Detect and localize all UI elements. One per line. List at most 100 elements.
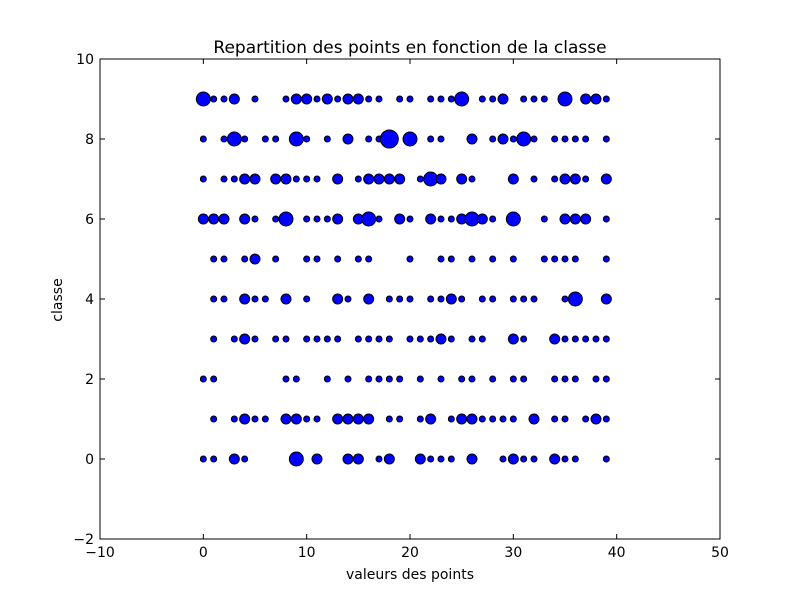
data-point [416,375,424,383]
data-point [551,415,559,423]
data-point [375,95,383,103]
data-point [561,295,569,303]
data-point [509,135,517,143]
data-point [567,291,583,307]
data-point [334,335,342,343]
data-point [561,455,569,463]
y-tick-label: 4 [85,292,94,308]
data-point [571,335,579,343]
data-point [385,415,393,423]
data-point [559,173,571,185]
data-point [466,453,478,465]
data-point [580,93,592,105]
data-point [416,175,424,183]
data-point [561,135,569,143]
data-point [571,375,579,383]
data-point [303,135,311,143]
data-point [528,413,540,425]
data-point [323,375,331,383]
data-point [220,295,228,303]
y-tick-label: 0 [85,452,94,468]
data-point [478,415,486,423]
data-point [272,215,280,223]
data-point [406,295,414,303]
data-point [416,335,424,343]
x-tick-label: 40 [608,545,626,561]
data-point [549,453,561,465]
data-points [195,91,612,467]
data-point [571,135,579,143]
data-point [354,175,362,183]
x-axis-label: valeurs des points [346,567,474,583]
data-point [303,175,311,183]
data-point [427,135,435,143]
data-point [499,455,507,463]
data-point [251,415,259,423]
axis-ticks: −10 0 10 20 30 40 50 −2 0 2 4 6 8 10 [73,52,729,561]
data-point [239,293,251,305]
data-point [468,175,476,183]
data-point [396,375,404,383]
data-point [458,375,466,383]
data-point [497,93,509,105]
data-point [582,135,590,143]
data-point [375,455,383,463]
data-point [468,255,476,263]
data-point [282,375,290,383]
data-point [447,215,455,223]
data-point [210,295,218,303]
data-point [592,375,600,383]
data-point [251,95,259,103]
data-point [290,413,302,425]
data-point [427,295,435,303]
data-point [559,213,571,225]
data-point [363,413,375,425]
data-point [602,215,610,223]
data-point [571,455,579,463]
data-point [425,413,437,425]
data-point [239,413,251,425]
data-point [261,295,269,303]
data-point [282,95,290,103]
data-point [195,91,211,107]
data-point [402,131,418,147]
x-tick-label: −10 [85,545,115,561]
data-point [249,173,261,185]
data-point [288,451,304,467]
data-point [509,295,517,303]
data-point [582,415,590,423]
data-point [226,131,242,147]
data-point [466,133,478,145]
data-point [571,255,579,263]
data-point [292,375,300,383]
data-point [208,213,220,225]
data-point [468,335,476,343]
data-point [602,375,610,383]
data-point [396,95,404,103]
data-point [435,333,447,345]
data-point [427,95,435,103]
data-point [313,95,321,103]
data-point [507,333,519,345]
data-point [344,295,352,303]
data-point [352,453,364,465]
data-point [332,213,344,225]
data-point [199,455,207,463]
x-tick-label: 50 [711,545,729,561]
data-point [251,335,259,343]
data-point [540,255,548,263]
data-point [363,293,375,305]
data-point [239,173,251,185]
data-point [210,335,218,343]
data-point [406,255,414,263]
data-point [530,135,538,143]
data-point [210,375,218,383]
data-point [447,255,455,263]
data-point [549,333,561,345]
data-point [292,175,300,183]
data-point [342,133,354,145]
plot-frame [99,58,721,540]
data-point [313,175,321,183]
data-point [354,335,362,343]
